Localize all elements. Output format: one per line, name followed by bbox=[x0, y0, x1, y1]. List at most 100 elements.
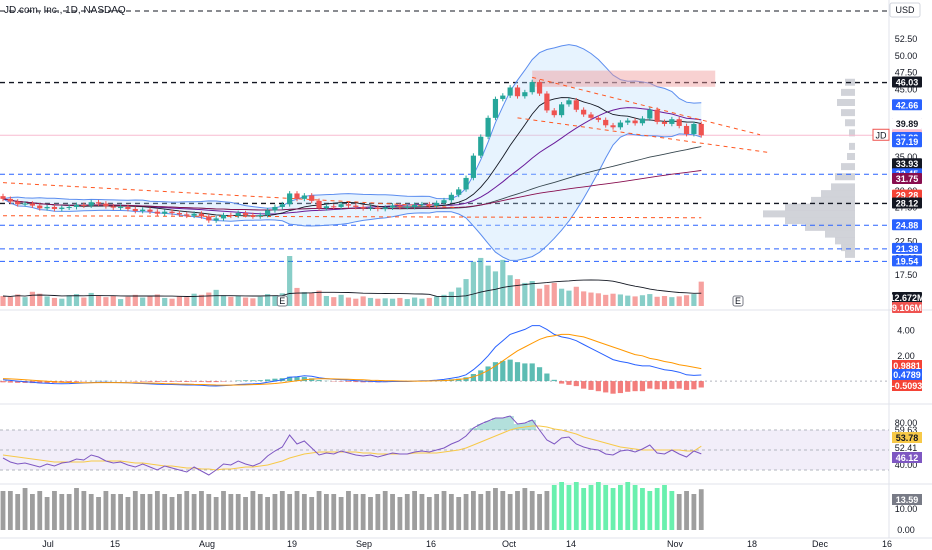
price-axis-tick: 22.50 bbox=[895, 236, 918, 246]
macd-histogram-bar bbox=[213, 381, 219, 383]
volume-bar bbox=[581, 291, 587, 306]
volume-bar bbox=[22, 297, 28, 306]
macd-signal-line bbox=[2, 333, 702, 386]
volume-bar bbox=[661, 296, 668, 306]
volume-bar bbox=[242, 297, 249, 306]
oscillator-bar bbox=[110, 494, 116, 530]
candle-body bbox=[544, 93, 550, 111]
oscillator-bar bbox=[566, 485, 572, 530]
candle-body bbox=[478, 136, 484, 156]
bollinger-upper-line bbox=[2, 44, 702, 209]
candle-body bbox=[353, 205, 359, 207]
oscillator-bar bbox=[213, 497, 219, 530]
oscillator-bar bbox=[360, 494, 366, 530]
macd-histogram-bar bbox=[191, 381, 197, 382]
volume-bar bbox=[191, 293, 197, 306]
oscillator-pane[interactable] bbox=[0, 482, 704, 530]
volume-bar bbox=[448, 291, 454, 306]
price-label-text: 21.38 bbox=[896, 244, 919, 254]
candle-body bbox=[242, 213, 249, 216]
earnings-marker-label: E bbox=[279, 296, 285, 306]
oscillator-bar bbox=[448, 494, 454, 530]
macd-histogram-bar bbox=[301, 377, 307, 382]
resistance-zone bbox=[532, 70, 716, 87]
volume-bar bbox=[110, 296, 116, 306]
candle-body bbox=[338, 204, 344, 207]
candle-body bbox=[389, 205, 396, 208]
candle-body bbox=[22, 203, 28, 205]
candle-body bbox=[412, 204, 418, 207]
volume-profile-bar bbox=[763, 210, 855, 218]
macd-histogram-bar bbox=[647, 381, 653, 389]
volume-bar bbox=[441, 294, 447, 306]
volume-bar bbox=[588, 292, 594, 306]
macd-histogram-bar bbox=[235, 380, 241, 382]
candle-body bbox=[434, 202, 440, 206]
rsi-value-text: 46.12 bbox=[896, 453, 919, 463]
candle-body bbox=[59, 207, 65, 209]
volume-bar bbox=[95, 295, 102, 306]
candle-body bbox=[625, 120, 631, 123]
macd-histogram-bar bbox=[654, 381, 660, 390]
candle-body bbox=[51, 206, 58, 209]
oscillator-bar bbox=[522, 488, 528, 530]
oscillator-bar bbox=[294, 491, 300, 530]
oscillator-bar bbox=[140, 494, 146, 530]
macd-histogram-bar bbox=[632, 381, 638, 392]
currency-label: USD bbox=[895, 5, 915, 15]
volume-bar bbox=[176, 296, 182, 306]
macd-histogram-bar bbox=[470, 374, 476, 382]
candle-body bbox=[331, 206, 337, 208]
candle-body bbox=[15, 201, 21, 205]
volume-bar bbox=[529, 281, 535, 306]
macd-histogram-bar bbox=[316, 380, 322, 382]
rsi-axis-tick: 40.00 bbox=[895, 460, 918, 470]
volume-bar bbox=[147, 296, 153, 306]
rsi-axis-tick: 59.63 bbox=[895, 425, 918, 435]
volume-bar bbox=[639, 295, 646, 306]
price-label-text: 33.93 bbox=[896, 159, 919, 169]
volume-bar bbox=[287, 256, 293, 306]
oscillator-bar bbox=[103, 491, 109, 530]
oscillator-bar bbox=[346, 491, 351, 530]
macd-histogram-bar bbox=[551, 379, 557, 382]
price-axis-tick: 50.00 bbox=[895, 51, 918, 61]
oscillator-bar bbox=[74, 488, 79, 530]
candle-body bbox=[44, 206, 50, 209]
candle-body bbox=[37, 205, 43, 209]
rsi-pane[interactable] bbox=[0, 415, 889, 476]
macd-histogram-bar bbox=[617, 381, 623, 394]
oscillator-bar bbox=[478, 494, 484, 530]
oscillator-bar bbox=[199, 491, 204, 530]
volume-bar bbox=[632, 296, 638, 306]
candle-body bbox=[669, 119, 675, 124]
candle-body bbox=[88, 202, 94, 206]
volume-bar bbox=[691, 294, 697, 306]
oscillator-bar bbox=[338, 497, 344, 530]
oscillator-bar bbox=[603, 485, 609, 530]
oscillator-bar bbox=[691, 494, 697, 530]
candle-body bbox=[603, 119, 609, 126]
oscillator-bar bbox=[81, 491, 87, 530]
currency-button[interactable] bbox=[889, 2, 921, 18]
oscillator-bar bbox=[507, 494, 513, 530]
volume-bar bbox=[367, 297, 374, 306]
oscillator-bar bbox=[676, 494, 682, 530]
candle-body bbox=[698, 123, 704, 136]
candle-body bbox=[595, 117, 601, 120]
oscillator-bar bbox=[353, 494, 359, 530]
oscillator-bar bbox=[471, 491, 476, 530]
oscillator-bar bbox=[154, 491, 160, 530]
candle-body bbox=[426, 204, 432, 206]
candle-body bbox=[522, 92, 528, 97]
macd-histogram-bar bbox=[162, 381, 168, 382]
price-label-badge bbox=[892, 292, 922, 303]
price-label-text: 19.54 bbox=[896, 256, 919, 266]
macd-pane[interactable] bbox=[0, 325, 889, 394]
oscillator-bar bbox=[15, 494, 21, 530]
oscillator-bar bbox=[228, 494, 234, 530]
oscillator-bar bbox=[118, 494, 123, 530]
macd-histogram-bar bbox=[169, 381, 175, 382]
